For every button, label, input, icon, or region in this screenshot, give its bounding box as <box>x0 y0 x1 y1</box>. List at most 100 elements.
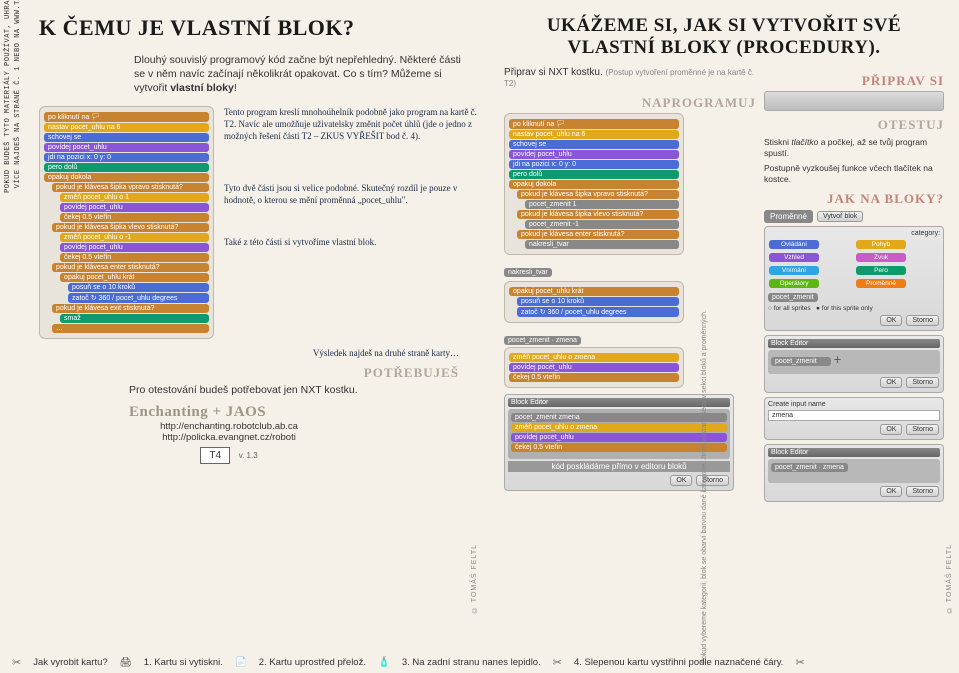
right-title: UKÁŽEME SI, JAK SI VYTVOŘIT SVÉ VLASTNÍ … <box>504 15 944 59</box>
sprite-opt-2[interactable]: ● for this sprite only <box>816 305 873 312</box>
left-title: K ČEMU JE VLASTNÍ BLOK? <box>39 15 479 41</box>
ok-btn-3[interactable]: OK <box>670 475 692 486</box>
make-block-btn[interactable]: Vytvoř blok <box>817 211 863 222</box>
category-zvuk[interactable]: Zvuk <box>856 253 906 262</box>
need-text: Pro otestování budeš potřebovat jen NXT … <box>129 384 479 396</box>
block-turn: zatoč ↻ 360 / pocet_uhlu degrees <box>68 293 209 303</box>
block-setvar: nastav pocet_uhlu na 6 <box>44 123 209 132</box>
category-vnímání[interactable]: Vnímání <box>769 266 819 275</box>
credit-right: © TOMÁŠ FELTL <box>946 544 953 613</box>
block-editor-code: Block Editor pocet_zmenit zmena změň poc… <box>504 394 734 491</box>
right-col-right: PŘIPRAV SI OTESTUJ Stiskni tlačítko a po… <box>764 67 944 502</box>
r-hide: schovej se <box>509 140 679 149</box>
test-text-1: Stiskni tlačítko a počkej, až se tvůj pr… <box>764 137 944 159</box>
margin-text-1: POKUD BUDEŠ TYTO MATERIÁLY POUŽÍVAT, UHR… <box>4 0 12 192</box>
category-proměnné[interactable]: Proměnné <box>856 279 906 288</box>
left-margin: POKUD BUDEŠ TYTO MATERIÁLY POUŽÍVAT, UHR… <box>0 0 29 673</box>
block-end: … <box>52 324 209 333</box>
fold-icon: 📄 <box>235 657 247 668</box>
block-say: povídej pocet_uhlu <box>44 143 209 152</box>
ok-btn-4[interactable]: OK <box>880 424 902 435</box>
prep-intro: Připrav si NXT kostku. (Postup vytvoření… <box>504 67 756 89</box>
category-ovládání[interactable]: Ovládání <box>769 240 819 249</box>
cancel-btn-4[interactable]: Storno <box>906 424 939 435</box>
category-dialog: category: Ovládání Pohyb Vzhled Zvuk Vnímání… <box>764 226 944 331</box>
r-if-right: pokud je klávesa šipka vpravo stisknutá? <box>517 190 679 199</box>
result-note: Výsledek najdeš na druhé straně karty… <box>39 347 459 359</box>
links: http://enchanting.robotclub.ab.ca http:/… <box>129 421 329 464</box>
cancel-btn-2[interactable]: Storno <box>906 377 939 388</box>
section-need-label: POTŘEBUJEŠ <box>39 365 459 381</box>
be1-block: pocet_zmenit <box>771 357 831 366</box>
r-goto: jdi na pozici x: 0 y: 0 <box>509 160 679 169</box>
margin-text-2: VÍCE NAJDEŠ NA STRANĚ Č. 1 NEBO NA WWW.T… <box>14 0 22 188</box>
left-page: K ČEMU JE VLASTNÍ BLOK? Dlouhý souvislý … <box>29 0 494 673</box>
step-3: 3. Na zadní stranu nanes lepidlo. <box>402 657 541 668</box>
scissors-icon-3: ✂ <box>795 656 804 669</box>
category-vzhled[interactable]: Vzhled <box>769 253 819 262</box>
block-editor-title-1: Block Editor <box>768 339 940 348</box>
note-2: Tyto dvě části jsou si velice podobné. S… <box>224 182 479 206</box>
cancel-btn-1[interactable]: Storno <box>906 315 939 326</box>
block-pendown: pero dolů <box>44 163 209 172</box>
credit-left: © TOMÁŠ FELTL <box>471 544 478 613</box>
cancel-btn-5[interactable]: Storno <box>906 486 939 497</box>
editor-footnote: kód poskládáme přímo v editoru bloků <box>508 461 730 472</box>
block-if-exit: pokud je klávesa exit stisknutá? <box>52 304 209 313</box>
step-4: 4. Slepenou kartu vystřihni podle naznač… <box>574 657 783 668</box>
r-pendown: pero dolů <box>509 170 679 179</box>
sprite-opt-1[interactable]: ○ for all sprites <box>768 305 811 312</box>
block-clear: smaž <box>60 314 209 323</box>
link-1: http://enchanting.robotclub.ab.ca <box>129 421 329 432</box>
howto-q: Jak vyrobit kartu? <box>33 657 107 668</box>
block-wait1: čekej 0.5 vteřin <box>60 213 209 222</box>
input-field[interactable]: zmena <box>768 410 940 421</box>
sub-repeat: opakuj pocet_uhlu krát <box>509 287 679 296</box>
r-draw: nakresli_tvar <box>525 240 679 249</box>
right-page: UKÁŽEME SI, JAK SI VYTVOŘIT SVÉ VLASTNÍ … <box>494 0 959 673</box>
block-say2: povídej pocet_uhlu <box>60 203 209 212</box>
intro-text-2: ! <box>234 82 237 94</box>
sub-turn: zatoč ↻ 360 / pocet_uhlu degrees <box>517 307 679 317</box>
right-grid: Připrav si NXT kostku. (Postup vytvoření… <box>504 67 944 502</box>
block-editor-2: Block Editor pocet_zmenit · zmena OK Sto… <box>764 444 944 502</box>
category-operátory[interactable]: Operátory <box>769 279 819 288</box>
scratch-code-right: po kliknutí na 🏳 nastav pocet_uhlu na 6 … <box>504 113 684 255</box>
right-col-left: Připrav si NXT kostku. (Postup vytvoření… <box>504 67 756 502</box>
side-note: Pokud vybereme kategorii, blok se obarví… <box>701 310 709 664</box>
print-icon: 🖨 <box>120 657 132 668</box>
be-change: změň pocet_uhlu o zmena <box>511 423 727 432</box>
ok-btn-1[interactable]: OK <box>880 315 902 326</box>
gray-pocet-zmenit-hdr: pocet_zmenit · zmena <box>504 336 581 345</box>
category-pero[interactable]: Pero <box>856 266 906 275</box>
test-1b: tlačítko <box>791 137 818 147</box>
sub-move: posuň se o 10 kroků <box>517 297 679 306</box>
vars-tab[interactable]: Proměnné <box>764 210 813 223</box>
card-id: T4 <box>200 447 230 464</box>
ok-btn-5[interactable]: OK <box>880 486 902 497</box>
block-change-minus: změň pocet_uhlu o -1 <box>60 233 209 242</box>
scratch-custom-sub2: změň pocet_uhlu o zmena povídej pocet_uh… <box>504 347 684 388</box>
r-forever: opakuj dokola <box>509 180 679 189</box>
r-zm1: pocet_zmenit 1 <box>525 200 679 209</box>
r-hat: po kliknutí na 🏳 <box>509 119 679 129</box>
version: v. 1.3 <box>239 451 258 460</box>
r-if-enter: pokud je klávesa enter stisknutá? <box>517 230 679 239</box>
cat-label: category: <box>768 230 940 237</box>
category-pohyb[interactable]: Pohyb <box>856 240 906 249</box>
block-if-left: pokud je klávesa šipka vlevo stisknutá? <box>52 223 209 232</box>
block-repeat: opakuj pocet_uhlu krát <box>60 273 209 282</box>
be-say: povídej pocet_uhlu <box>511 433 727 442</box>
code-and-notes: po kliknutí na 🏳 nastav pocet_uhlu na 6 … <box>39 106 479 339</box>
block-wait2: čekej 0.5 vteřin <box>60 253 209 262</box>
intro-bold: vlastní bloky <box>170 82 234 94</box>
scissors-icon-1: ✂ <box>12 656 21 669</box>
create-input-dialog: Create input name zmena OK Storno <box>764 397 944 440</box>
prep-intro-1: Připrav si NXT kostku. <box>504 67 606 78</box>
block-hide: schovej se <box>44 133 209 142</box>
ok-btn-2[interactable]: OK <box>880 377 902 388</box>
create-input-label: Create input name <box>768 401 940 408</box>
r-setvar: nastav pocet_uhlu na 6 <box>509 130 679 139</box>
block-move: posuň se o 10 kroků <box>68 283 209 292</box>
step-1: 1. Kartu si vytiskni. <box>144 657 223 668</box>
